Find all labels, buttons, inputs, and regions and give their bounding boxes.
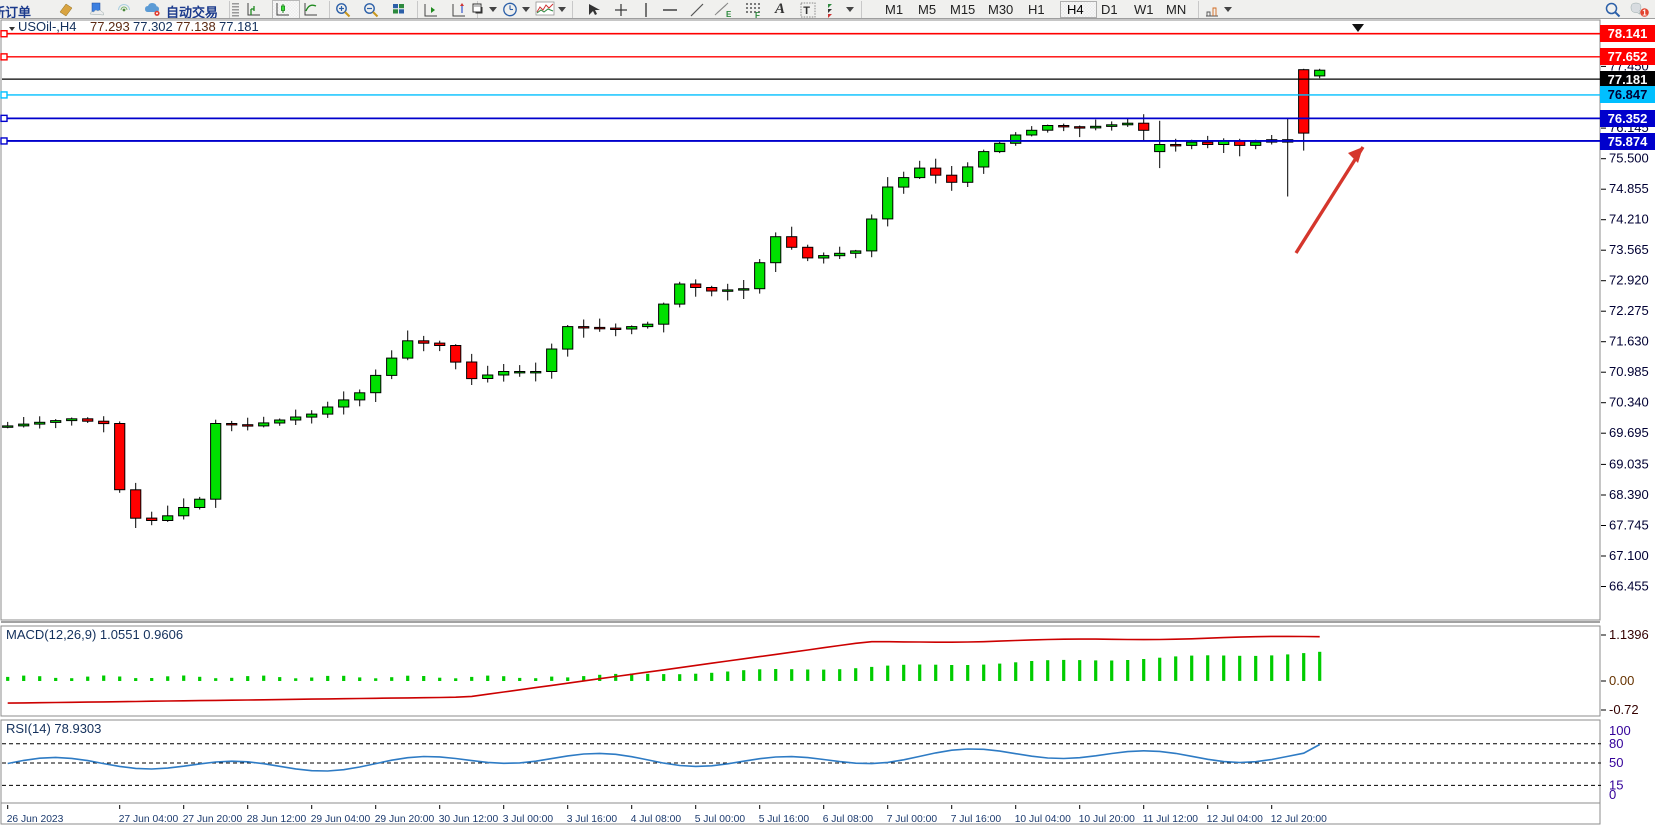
svg-text:T: T [803,5,810,17]
svg-text:1: 1 [1642,8,1647,17]
svg-text:E: E [726,10,732,18]
svg-text:F: F [755,11,760,18]
